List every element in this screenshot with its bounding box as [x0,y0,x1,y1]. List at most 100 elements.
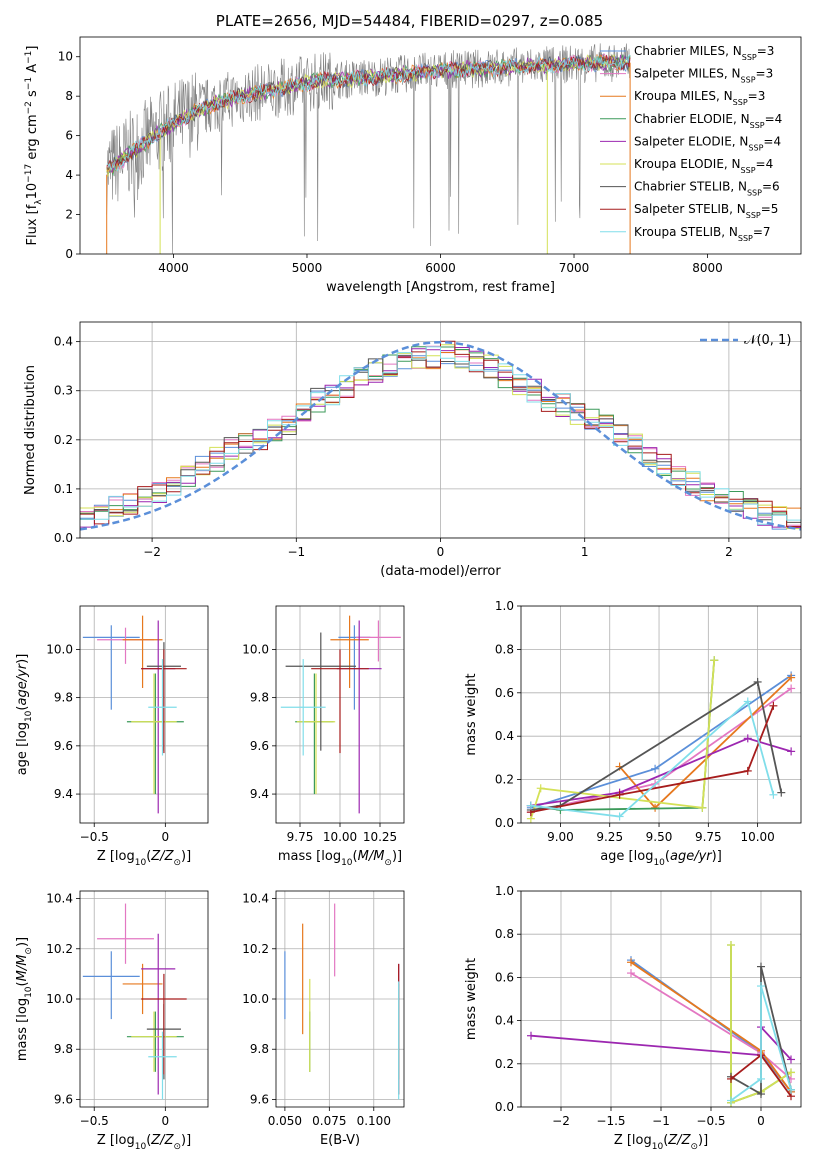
normal-curve [80,340,801,531]
x-tick-label: 1 [581,545,589,559]
y-tick-label: 9.8 [250,691,269,705]
y-tick-label: 0.0 [495,1100,514,1114]
label-part: (data-model)/error [380,564,501,579]
y-tick-label: 0.0 [54,531,73,545]
legend-tail: =3 [748,89,766,103]
spectrum-panel: 4000 5000 6000 7000 8000 0 2 4 6 8 10 wavelength [A… [24,36,802,295]
x-tick-label: 10.00 [323,830,357,844]
label-part: M/M [358,849,385,864]
label-part: ( [146,849,151,864]
label-part: E(B-V) [320,1133,360,1148]
label-part: )] [712,849,722,864]
label-part: ( [353,849,358,864]
residuals-panel: −2 −1 0 1 2 0.0 0.1 0.2 0.3 0.4 𝒩(0, 1) (data-model… [23,321,802,579]
label-part: 10 [652,1142,664,1152]
y-tick-label: 0.0 [495,816,514,830]
mass-weight-line [530,660,716,811]
legend-sub: SSP [742,53,757,62]
x-tick-label: 0.050 [268,1114,302,1128]
x-tick-label: 0 [437,545,445,559]
x-tick-label: −0.5 [696,1114,725,1128]
x-tick-label: 0 [162,1114,170,1128]
legend-entry: Kroupa ELODIE, NSSP=4 [634,157,773,175]
label-part: Z [log [614,1133,652,1148]
label-part: 10 [24,710,34,722]
legend-sub: SSP [741,75,756,84]
y-tick-label: 0.2 [54,433,73,447]
legend-entry: Kroupa STELIB, NSSP=7 [634,225,771,243]
label-part: ( [665,849,670,864]
axes-frame [79,36,802,255]
mass-weight-line [530,705,775,813]
y-axis-label: age [log10(age/yr)] [15,654,34,776]
spectrum-plot-area [106,43,631,254]
x-tick-label: 9.00 [547,830,574,844]
y-tick-label: 0.4 [54,335,73,349]
label-part: )] [181,849,191,864]
y-tick-label: 9.4 [54,787,73,801]
mass-weight-line [530,687,792,813]
label-part: age [log [15,722,30,775]
y-tick-label: 2 [65,208,73,222]
y-tick-label: 0.6 [495,686,514,700]
label-part: ⊙ [173,1142,181,1152]
label-part: ⊙ [384,858,392,868]
y-tick-label: 0.2 [495,773,514,787]
x-tick-label: −0.5 [80,1114,109,1128]
label-part: mass [log [15,998,30,1061]
legend-sub: SSP [733,98,748,107]
label-part: ⊙ [690,1142,698,1152]
label-part: 10 [341,858,353,868]
label-part: 10 [653,858,665,868]
y-tick-label: 0.8 [495,642,514,656]
age-vs-mass-panel: 9.75 10.00 10.25 9.4 9.6 9.8 10.0 mass [log10(M… [242,605,405,868]
legend-entry: Chabrier ELODIE, NSSP=4 [634,112,782,130]
spectrum-model-line [106,54,631,172]
y-tick-label: 9.8 [250,1042,269,1056]
legend-tail: =4 [765,112,783,126]
legend-entry: Chabrier STELIB, NSSP=6 [634,180,780,198]
x-tick-label: 4000 [158,261,189,275]
x-tick-label: 6000 [425,261,456,275]
label-part: ⊙ [173,858,181,868]
label-part: )] [698,1133,708,1148]
spectrum-data-line [106,43,631,254]
y-tick-label: 0 [65,247,73,261]
figure-title: PLATE=2656, MJD=54484, FIBERID=0297, z=0… [215,12,604,30]
label-part: ( [15,981,30,986]
axes-frame [275,890,405,1108]
label-part: 10 [24,986,34,998]
label-part: Z [log [97,849,135,864]
y-tick-label: 0.4 [495,729,514,743]
x-tick-label: 5000 [292,261,323,275]
label-part: ( [146,1133,151,1148]
legend-tail: =3 [756,67,774,81]
mass-weight-line [730,985,792,1102]
label-part: A [25,64,40,77]
x-axis-label: wavelength [Angstrom, rest frame] [326,280,555,295]
mass-vs-Z-plot-area [80,891,208,1107]
y-tick-label: 0.8 [495,927,514,941]
x-tick-label: −2 [552,1114,570,1128]
label-part: Z [log [97,1133,135,1148]
legend-text: Chabrier STELIB, N [634,180,747,194]
y-tick-label: 0.4 [495,1014,514,1028]
age-vs-Z-plot-area [80,606,208,823]
x-axis-label: Z [log10(Z/Z⊙)] [97,1133,191,1152]
label-part: ] [25,46,40,51]
y-axis-label: mass weight [464,958,479,1040]
y-tick-label: 9.8 [54,1042,73,1056]
x-axis-label: mass [log10(M/M⊙)] [278,849,402,868]
label-part: 10 [135,1142,147,1152]
legend-sub: SSP [748,143,763,152]
x-tick-label: 0 [757,1114,765,1128]
legend-tail: =6 [762,180,780,194]
y-tick-label: 9.6 [250,1092,269,1106]
legend-sub: SSP [738,233,753,242]
y-tick-label: 10.4 [242,892,269,906]
y-tick-label: 9.8 [54,691,73,705]
label-part: age [log [600,849,653,864]
label-part: wavelength [Angstrom, rest frame] [326,280,555,295]
x-tick-label: 8000 [692,261,723,275]
